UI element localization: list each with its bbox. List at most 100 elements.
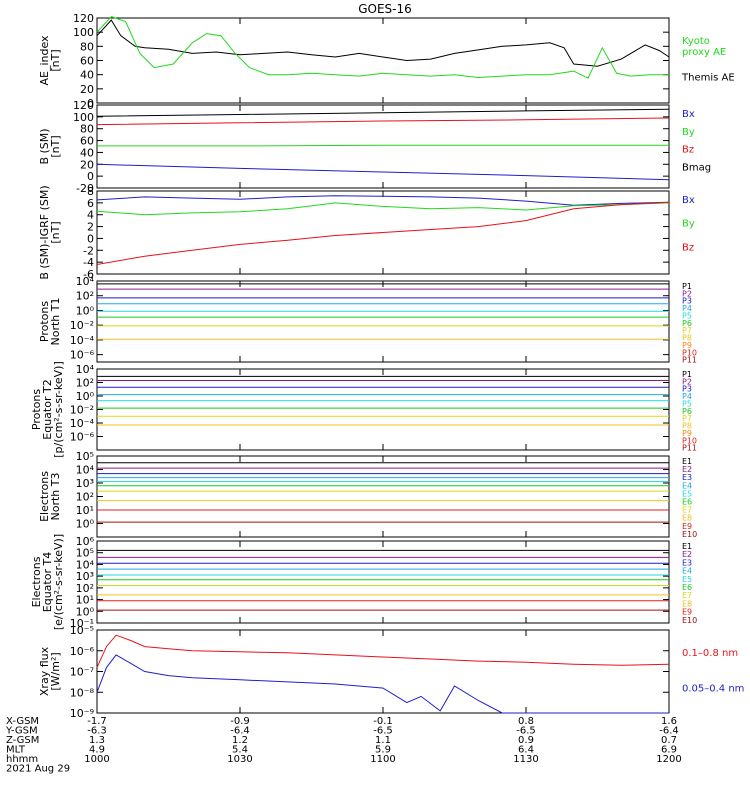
y-tick-label: -6 [83,268,94,281]
legend-entry: E1 [682,457,692,466]
legend-entry-line: Bx [682,195,695,206]
panel-frame [96,540,670,624]
legend-entry-line: E10 [682,616,697,625]
x-row-value: 6.9 [661,745,677,756]
x-row-value: -6.5 [373,726,393,737]
legend-entry: E9 [682,522,692,531]
legend-entry-line: P6 [682,407,692,416]
legend-entry: Bz [682,145,694,156]
y-tick-label: 120 [73,12,94,25]
legend-entry: E1 [682,542,692,551]
legend-entry-line: P4 [682,392,692,401]
legend-entry: 0.05–0.4 nm [682,683,744,694]
x-row-value: 0.8 [518,716,534,727]
y-tick-label: 4 [87,209,94,222]
legend-entry-line: E4 [682,567,692,576]
legend-entry: P2 [682,377,692,386]
legend-entry-line: Kyoto [682,36,710,47]
y-axis-label-line: Protons [30,389,43,430]
legend-entry: E8 [682,514,692,523]
y-tick-label: 20 [80,158,94,171]
series-line [96,195,670,206]
y-axis-label-line: [p/(cm²-s-sr-keV)] [52,361,65,458]
y-tick-label: 100 [73,111,94,124]
legend-entry: P1 [682,370,692,379]
legend-entry: P5 [682,399,692,408]
legend-entry-line: P7 [682,326,692,335]
y-tick-label: 10⁵ [76,450,94,463]
legend-entry-line: By [682,127,695,138]
y-axis-label-line: Electrons [30,556,43,607]
legend-entry-line: E7 [682,591,692,600]
y-axis-label: ElectronsEquator T4[e/(cm²-s-sr-keV)] [30,534,65,630]
legend-entry: Bx [682,109,695,120]
legend-entry: Bmag [682,162,711,173]
y-tick-label: 10⁻² [70,404,94,417]
y-tick-label: 20 [80,83,94,96]
y-tick-label: 10⁻⁴ [70,334,95,347]
y-tick-label: 120 [73,99,94,112]
legend-entry-line: P2 [682,289,692,298]
y-axis-label-line: B (SM)-IGRF (SM) [38,185,51,279]
y-tick-label: 10⁻⁶ [70,431,95,444]
x-row-value: 1030 [227,754,252,765]
y-tick-label: 10⁻² [70,319,94,332]
legend-entry: E7 [682,591,692,600]
legend-entry: 0.1–0.8 nm [682,648,738,659]
x-row-value: 5.9 [375,745,391,756]
y-tick-label: 10⁻⁶ [70,645,95,658]
legend-entry-line: Bx [682,109,695,120]
x-row-value: 5.4 [232,745,248,756]
legend-entry-line: P1 [682,282,692,291]
legend-entry: E3 [682,558,692,567]
legend-entry-line: E1 [682,457,692,466]
legend-entry-line: By [682,219,695,230]
legend-entry: P11 [682,356,697,365]
legend-entry-line: E7 [682,506,692,515]
panel-8: 10⁻⁹ 10⁻⁸ 10⁻⁷ 10⁻⁶ 10⁻⁵ Xray flux[W/m²] 0.1–0… [38,624,744,720]
y-axis-label-line: North T3 [49,473,62,521]
x-row-value: 1.3 [89,735,105,746]
legend-entry: P9 [682,429,692,438]
y-tick-label: 10⁰ [76,518,95,531]
y-tick-label: 10² [76,290,94,303]
series-line [96,634,670,668]
y-tick-label: 80 [80,123,94,136]
x-row-value: 1200 [656,754,681,765]
legend-entry-line: P5 [682,399,692,408]
legend-entry-line: Bz [682,242,694,253]
legend-entry: Bx [682,195,695,206]
legend-entry: P10 [682,348,697,357]
y-tick-label: 10⁶ [76,535,95,548]
y-tick-label: 60 [80,55,94,68]
legend-entry-line: P9 [682,341,692,350]
legend-entry-line: P6 [682,319,692,328]
legend-entry: P8 [682,422,692,431]
y-axis-label: AE_index[nT] [38,35,62,86]
series-line [96,654,669,714]
y-tick-label: 10³ [76,570,94,583]
x-row-value: 4.9 [89,745,105,756]
y-tick-label: 60 [80,135,94,148]
x-row-value: 0.7 [661,735,677,746]
legend-entry: P10 [682,436,697,445]
y-tick-label: 0 [87,232,94,245]
series-line [97,144,669,147]
legend-entry: By [682,219,695,230]
legend-entry: P6 [682,319,692,328]
x-row-value: 1130 [513,754,538,765]
legend-entry-line: Themis AE [681,73,735,84]
legend-entry-line: 0.1–0.8 nm [682,648,738,659]
x-row-value: -0.1 [373,716,393,727]
series-line [96,163,670,181]
legend-entry: Bz [682,242,694,253]
y-tick-label: 10⁰ [76,605,95,618]
legend-entry-line: E10 [682,530,697,539]
legend-entry-line: P9 [682,429,692,438]
y-axis-label: ProtonsNorth T1 [38,298,62,346]
series-line [96,108,670,117]
legend-entry: P2 [682,289,692,298]
legend-entry: Kyoto proxy AE [682,36,726,58]
y-tick-label: 40 [80,69,94,82]
